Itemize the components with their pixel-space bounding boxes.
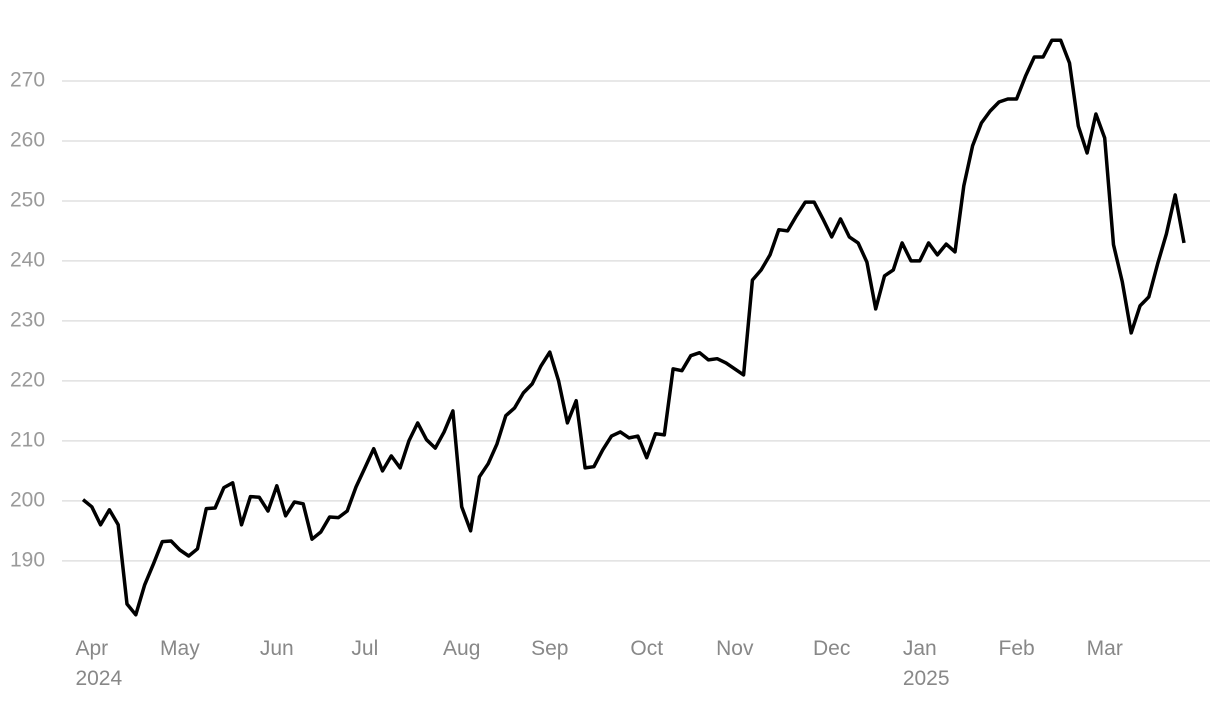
y-tick-label: 190	[10, 548, 45, 571]
x-tick-label: Apr 2024	[75, 637, 123, 690]
y-tick-label: 240	[10, 248, 45, 271]
y-tick-label: 230	[10, 308, 45, 331]
y-tick-label: 250	[10, 188, 45, 211]
x-tick-label: Dec	[813, 637, 851, 660]
x-tick-label: Feb	[998, 637, 1035, 660]
y-tick-label: 210	[10, 428, 45, 451]
x-tick-label: Jun	[259, 637, 294, 660]
x-tick-label: Jan 2025	[902, 637, 950, 690]
x-tick-label: Mar	[1086, 637, 1123, 660]
price-line	[81, 38, 1186, 617]
x-tick-label: Jul	[351, 637, 379, 660]
y-tick-label: 220	[10, 368, 45, 391]
x-tick-label: Aug	[443, 637, 481, 660]
x-tick-label: Nov	[716, 637, 754, 660]
y-tick-label: 200	[10, 488, 45, 511]
y-tick-label: 260	[10, 129, 45, 152]
x-tick-label: Sep	[531, 637, 569, 660]
y-tick-label: 270	[10, 69, 45, 92]
x-tick-label: Oct	[630, 637, 664, 660]
x-tick-label: May	[160, 637, 200, 660]
